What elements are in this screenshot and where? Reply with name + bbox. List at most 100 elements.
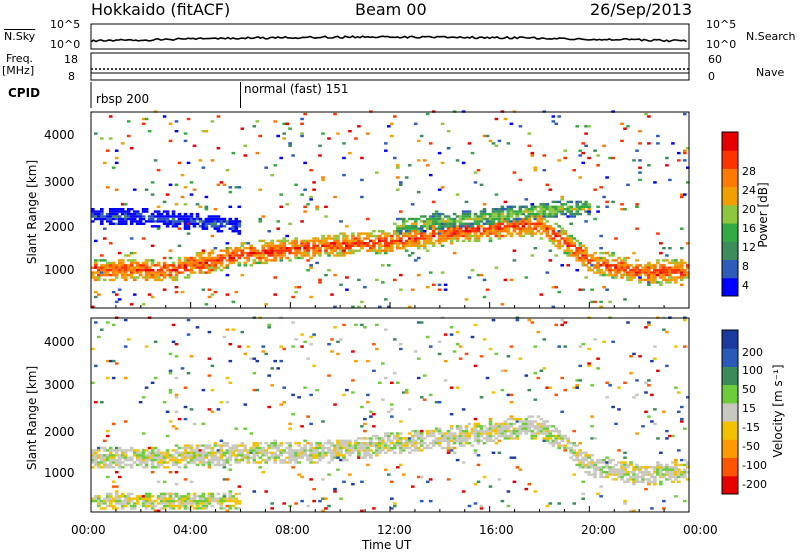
velocity-cell bbox=[201, 504, 206, 508]
velocity-cell bbox=[518, 420, 523, 423]
velocity-cell bbox=[354, 446, 358, 450]
velocity-cell bbox=[309, 456, 313, 459]
power-cell bbox=[488, 222, 493, 225]
velocity-cell bbox=[201, 451, 206, 454]
power-cell bbox=[500, 234, 505, 238]
power-cell bbox=[620, 264, 624, 267]
velocity-cell bbox=[120, 502, 125, 505]
velocity-cell bbox=[348, 446, 352, 450]
velocity-cell bbox=[141, 461, 146, 464]
power-cell bbox=[491, 222, 496, 225]
power-cell bbox=[276, 244, 280, 247]
power-cell bbox=[186, 217, 191, 221]
power-cell bbox=[94, 132, 98, 135]
velocity-cell bbox=[608, 458, 612, 462]
velocity-cell bbox=[117, 456, 122, 459]
velocity-cell bbox=[632, 352, 636, 356]
power-cell bbox=[174, 271, 179, 274]
power-cell bbox=[129, 273, 134, 277]
power-cell bbox=[91, 271, 95, 274]
velocity-cell bbox=[467, 434, 472, 438]
velocity-cell bbox=[515, 318, 520, 322]
velocity-cell bbox=[357, 446, 361, 450]
power-cell bbox=[680, 276, 684, 279]
power-cell bbox=[557, 210, 561, 213]
power-cell bbox=[593, 217, 597, 221]
velocity-cell bbox=[117, 495, 122, 498]
velocity-cell bbox=[443, 359, 448, 363]
power-cell bbox=[506, 225, 511, 228]
power-cell bbox=[261, 254, 265, 257]
velocity-cell bbox=[306, 449, 310, 452]
power-cell bbox=[461, 234, 466, 238]
power-cell bbox=[399, 232, 403, 235]
power-cell bbox=[494, 117, 499, 121]
power-cell bbox=[497, 217, 502, 221]
power-cell bbox=[410, 203, 415, 206]
power-cell bbox=[103, 237, 107, 240]
velocity-cell bbox=[97, 499, 101, 503]
power-cell bbox=[387, 249, 391, 252]
power-cell bbox=[129, 237, 134, 240]
velocity-cell bbox=[153, 454, 158, 457]
power-cell bbox=[198, 251, 203, 255]
velocity-colorbar-swatch bbox=[722, 439, 738, 458]
velocity-cell bbox=[117, 502, 122, 505]
velocity-cell bbox=[225, 478, 230, 481]
velocity-cell bbox=[512, 437, 517, 440]
velocity-cell bbox=[315, 461, 319, 464]
power-cell bbox=[318, 254, 322, 257]
velocity-cell bbox=[150, 499, 155, 503]
power-cell bbox=[581, 208, 585, 211]
velocity-cell bbox=[518, 357, 523, 360]
velocity-cell bbox=[647, 415, 651, 418]
velocity-cell bbox=[494, 432, 499, 435]
power-cell bbox=[216, 259, 221, 262]
power-cell bbox=[330, 242, 334, 245]
power-cell bbox=[404, 176, 409, 179]
velocity-cell bbox=[563, 388, 567, 392]
power-cell bbox=[324, 273, 328, 277]
power-cell bbox=[452, 227, 457, 230]
velocity-cell bbox=[638, 468, 642, 471]
power-cell bbox=[620, 208, 624, 211]
velocity-cell bbox=[629, 355, 633, 358]
velocity-cell bbox=[174, 343, 179, 346]
velocity-cell bbox=[327, 439, 331, 442]
power-cell bbox=[219, 259, 224, 262]
velocity-cell bbox=[668, 434, 672, 438]
velocity-cell bbox=[509, 456, 514, 459]
power-cell bbox=[189, 222, 194, 225]
velocity-cell bbox=[644, 487, 648, 491]
velocity-cell bbox=[545, 432, 550, 435]
velocity-cell bbox=[255, 449, 260, 452]
velocity-cell bbox=[650, 420, 654, 423]
power-cell bbox=[422, 225, 427, 228]
velocity-cell bbox=[303, 444, 307, 447]
velocity-cell bbox=[168, 456, 173, 459]
velocity-cell bbox=[255, 359, 260, 363]
power-cell bbox=[467, 222, 472, 225]
power-cell bbox=[452, 212, 457, 216]
velocity-cell bbox=[363, 444, 367, 447]
power-cell bbox=[491, 230, 496, 233]
velocity-cell bbox=[464, 429, 469, 433]
velocity-cell bbox=[440, 434, 445, 438]
power-cell bbox=[431, 244, 436, 247]
power-cell bbox=[665, 273, 669, 277]
power-cell bbox=[530, 222, 535, 225]
velocity-cell bbox=[404, 446, 409, 450]
velocity-cell bbox=[387, 446, 391, 450]
power-cell bbox=[162, 266, 167, 269]
power-cell bbox=[237, 256, 242, 260]
power-cell bbox=[243, 247, 248, 250]
power-cell bbox=[503, 234, 508, 238]
power-cell bbox=[396, 217, 400, 221]
power-cell bbox=[626, 278, 630, 282]
velocity-cell bbox=[629, 475, 633, 479]
power-cell bbox=[599, 251, 603, 255]
velocity-cell bbox=[342, 442, 346, 445]
power-cell bbox=[425, 234, 430, 238]
velocity-cell bbox=[422, 374, 427, 377]
power-cell bbox=[497, 232, 502, 235]
